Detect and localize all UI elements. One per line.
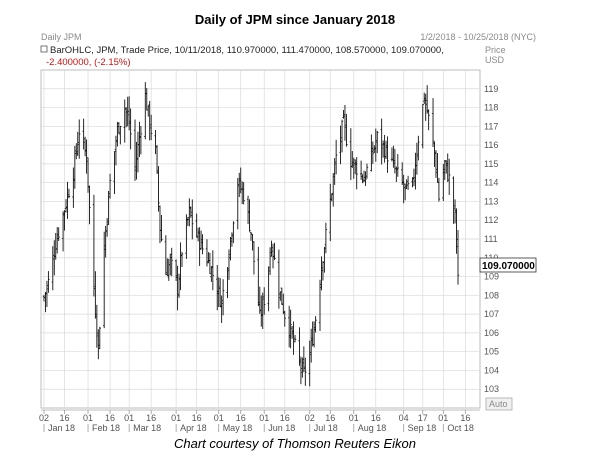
series-info: BarOHLC, JPM, Trade Price, 10/11/2018, 1… — [50, 45, 444, 56]
x-day-tick: 16 — [146, 413, 156, 423]
change-info: -2.400000, (-2.15%) — [46, 57, 131, 68]
ohlc-bars — [42, 82, 460, 387]
y-tick-label: 104 — [484, 365, 499, 375]
x-month-label: Jan 18 — [48, 423, 75, 433]
x-day-tick: 01 — [124, 413, 134, 423]
x-axis: 02 16 01 16 01 16 01 16 01 16 01 16 02 16 01 16 04 17 01 16… — [39, 410, 474, 433]
x-day-tick: 01 — [171, 413, 181, 423]
chart-title: Daily of JPM since January 2018 — [194, 12, 396, 27]
x-day-tick: 01 — [349, 413, 359, 423]
y-tick-label: 111 — [484, 234, 498, 244]
x-month-label: Aug 18 — [358, 423, 387, 433]
x-day-tick: 02 — [39, 413, 49, 423]
x-day-tick: 16 — [60, 413, 70, 423]
y-tick-label: 118 — [484, 103, 498, 113]
x-day-tick: 16 — [371, 413, 381, 423]
x-day-tick: 16 — [325, 413, 335, 423]
series-icon[interactable] — [40, 45, 48, 53]
chart-caption: Chart courtesy of Thomson Reuters Eikon — [173, 436, 417, 451]
grid — [41, 70, 480, 408]
y-tick-label: 105 — [484, 347, 499, 357]
x-day-tick: 17 — [418, 413, 428, 423]
last-price-label: 109.070000 — [482, 261, 535, 272]
auto-scale-label: Auto — [489, 399, 508, 409]
y-tick-label: 117 — [484, 121, 498, 131]
x-day-tick: 16 — [280, 413, 290, 423]
price-axis-title: Price — [485, 45, 506, 55]
x-month-label: Apr 18 — [180, 423, 207, 433]
last-price-box — [479, 257, 537, 273]
x-day-tick: 16 — [192, 413, 202, 423]
x-month-label: May 18 — [223, 423, 253, 433]
x-day-tick: 01 — [438, 413, 448, 423]
y-tick-label: 115 — [484, 159, 498, 169]
y-tick-label: 106 — [484, 328, 499, 338]
x-month-label: Oct 18 — [447, 423, 474, 433]
y-tick-label: 103 — [484, 384, 499, 394]
x-month-label: Feb 18 — [92, 423, 120, 433]
x-month-label: Mar 18 — [133, 423, 161, 433]
x-month-label: Jul 18 — [314, 423, 338, 433]
y-tick-label: 114 — [484, 178, 498, 188]
panel-name: Daily JPM — [41, 32, 82, 42]
x-day-tick: 01 — [259, 413, 269, 423]
x-day-tick: 04 — [399, 413, 409, 423]
y-tick-label: 112 — [484, 215, 498, 225]
x-day-tick: 02 — [305, 413, 315, 423]
x-day-tick: 16 — [460, 413, 470, 423]
x-day-tick: 16 — [236, 413, 246, 423]
y-tick-label: 119 — [484, 84, 498, 94]
x-month-label: Jun 18 — [268, 423, 295, 433]
usd-label: USD — [485, 55, 505, 65]
x-day-tick: 01 — [83, 413, 93, 423]
y-axis: 1031041051061071081091101111121131141151… — [484, 84, 499, 394]
date-range: 1/2/2018 - 10/25/2018 (NYC) — [420, 32, 536, 42]
y-tick-label: 113 — [484, 196, 498, 206]
y-tick-label: 109 — [484, 272, 499, 282]
y-tick-label: 107 — [484, 309, 499, 319]
auto-scale-button[interactable] — [485, 397, 513, 411]
x-day-tick: 01 — [214, 413, 224, 423]
x-day-tick: 16 — [105, 413, 115, 423]
y-tick-label: 116 — [484, 140, 498, 150]
y-tick-label: 108 — [484, 290, 499, 300]
x-month-label: Sep 18 — [408, 423, 437, 433]
